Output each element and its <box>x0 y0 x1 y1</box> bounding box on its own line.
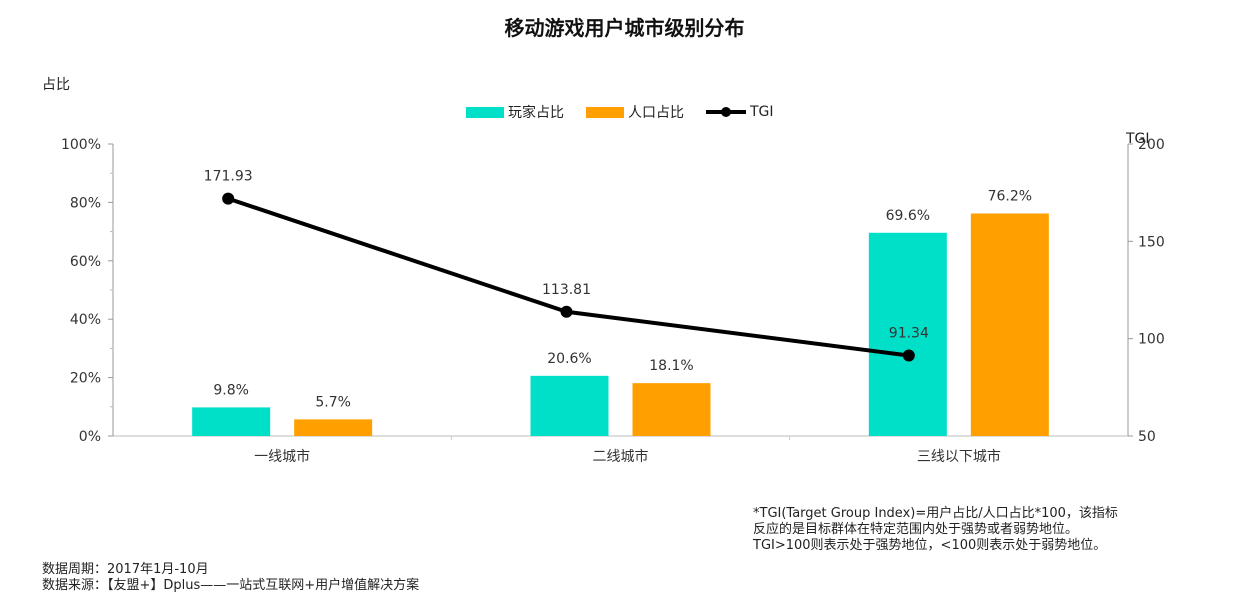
legend-label-population: 人口占比 <box>628 105 684 121</box>
footnote-line-3: TGI>100则表示处于强势地位，<100则表示处于弱势地位。 <box>753 538 1107 553</box>
y-tick-label: 100% <box>61 137 101 153</box>
legend-item-population: 人口占比 <box>586 102 684 122</box>
bar-population <box>294 419 373 436</box>
legend-item-players: 玩家占比 <box>466 102 564 122</box>
bar-players <box>530 375 609 436</box>
x-tick-label: 二线城市 <box>593 448 649 465</box>
chart-title: 移动游戏用户城市级别分布 <box>504 16 745 40</box>
legend-swatch-population <box>586 106 624 118</box>
tgi-data-label: 113.81 <box>542 282 591 298</box>
bar-data-label: 76.2% <box>988 188 1032 204</box>
y2-axis-title: TGI <box>1125 131 1150 147</box>
legend: 玩家占比 人口占比 TGI <box>466 102 796 122</box>
footnote-line-2: 反应的是目标群体在特定范围内处于强势或者弱势地位。 <box>753 522 1079 537</box>
legend-line-tgi <box>706 107 746 117</box>
tgi-data-label: 91.34 <box>889 326 929 342</box>
tgi-footnote: *TGI(Target Group Index)=用户占比/人口占比*100，该… <box>753 506 1118 554</box>
y-axis-title: 占比 <box>42 77 70 93</box>
legend-label-tgi: TGI <box>750 104 774 120</box>
tgi-point <box>902 349 915 362</box>
data-period: 数据周期：2017年1月-10月 <box>42 562 209 577</box>
footnote-line-1: *TGI(Target Group Index)=用户占比/人口占比*100，该… <box>753 506 1118 521</box>
bar-data-label: 20.6% <box>547 351 591 367</box>
x-tick-label: 三线以下城市 <box>917 448 1001 465</box>
y2-tick-label: 150 <box>1138 234 1165 250</box>
y-tick-label: 40% <box>70 312 101 328</box>
y2-tick-label: 50 <box>1138 429 1156 445</box>
data-source: 数据周期：2017年1月-10月 数据来源：【友盟+】Dplus——一站式互联网… <box>42 562 419 594</box>
tgi-data-label: 171.93 <box>204 169 253 185</box>
legend-label-players: 玩家占比 <box>508 105 564 121</box>
y2-tick-label: 100 <box>1138 332 1165 348</box>
legend-item-tgi: TGI <box>706 104 774 120</box>
bar-data-label: 18.1% <box>649 358 693 374</box>
y-tick-label: 80% <box>70 195 101 211</box>
y-tick-label: 60% <box>70 254 101 270</box>
tgi-line <box>227 196 910 358</box>
tgi-point <box>560 305 573 318</box>
y2-tick-label: 200 <box>1138 137 1165 153</box>
x-tick-label: 一线城市 <box>254 448 310 465</box>
bar-data-label: 69.6% <box>886 208 930 224</box>
bar-players <box>868 232 947 436</box>
bar-population <box>632 383 711 436</box>
y-tick-label: 20% <box>70 371 101 387</box>
legend-swatch-players <box>466 106 504 118</box>
bar-data-label: 9.8% <box>213 382 249 398</box>
bar-players <box>192 407 271 436</box>
data-origin: 数据来源：【友盟+】Dplus——一站式互联网+用户增值解决方案 <box>42 578 420 593</box>
tgi-point <box>222 192 235 205</box>
y-tick-label: 0% <box>79 429 101 445</box>
bar-data-label: 5.7% <box>315 394 351 410</box>
bar-population <box>970 213 1049 436</box>
